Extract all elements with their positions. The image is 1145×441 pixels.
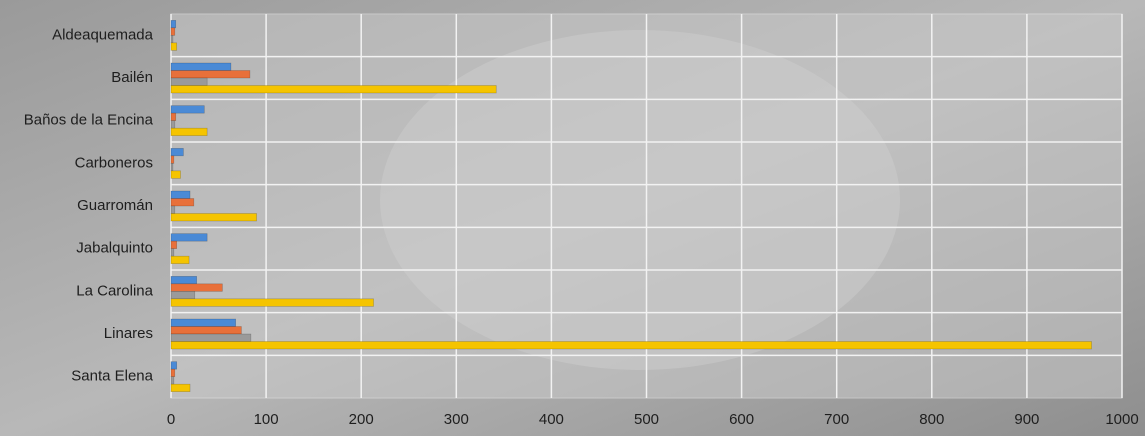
x-tick-label: 400 [539, 411, 564, 428]
bar [170, 248, 175, 257]
bar [170, 383, 191, 392]
bar [170, 85, 497, 94]
bar [170, 291, 196, 300]
bar [170, 112, 177, 121]
x-tick-label: 700 [824, 411, 849, 428]
y-tick-label: Linares [104, 325, 153, 342]
x-tick-label: 200 [349, 411, 374, 428]
bar [170, 105, 205, 114]
bar [170, 127, 208, 136]
bar [170, 155, 175, 164]
y-tick-label: Santa Elena [71, 368, 153, 385]
bar [170, 368, 176, 377]
x-tick-label: 500 [634, 411, 659, 428]
y-tick-label: Baños de la Encina [24, 112, 154, 129]
x-tick-label: 600 [729, 411, 754, 428]
bar [170, 361, 178, 370]
bar [170, 170, 181, 179]
x-tick-label: 800 [919, 411, 944, 428]
bar [170, 333, 252, 342]
y-tick-label: Bailén [111, 69, 153, 86]
bar [170, 341, 1092, 350]
bar [170, 120, 176, 129]
bar [170, 276, 197, 285]
bar [170, 62, 232, 71]
bar [170, 240, 178, 249]
bar [170, 205, 176, 214]
x-tick-label: 1000 [1105, 411, 1138, 428]
x-tick-label: 0 [167, 411, 175, 428]
bar [170, 255, 190, 264]
bar [170, 27, 176, 36]
bar [170, 326, 242, 335]
bar [170, 35, 174, 44]
bar [170, 213, 257, 222]
bar [170, 77, 208, 86]
bar [170, 70, 251, 79]
bar [170, 298, 374, 307]
y-tick-label: La Carolina [76, 282, 153, 299]
y-tick-label: Carboneros [75, 154, 153, 171]
bar [170, 198, 195, 207]
bar [170, 163, 174, 172]
bar [170, 376, 175, 385]
x-tick-label: 900 [1014, 411, 1039, 428]
bar [170, 42, 178, 51]
bar [170, 233, 208, 242]
bar [170, 148, 184, 157]
y-tick-label: Guarromán [77, 197, 153, 214]
bar [170, 283, 223, 292]
y-tick-label: Jabalquinto [76, 240, 153, 257]
x-tick-label: 100 [254, 411, 279, 428]
bar [170, 190, 191, 199]
bar [170, 318, 236, 327]
bar [170, 20, 177, 29]
y-tick-label: Aldeaquemada [52, 26, 154, 43]
x-tick-label: 300 [444, 411, 469, 428]
